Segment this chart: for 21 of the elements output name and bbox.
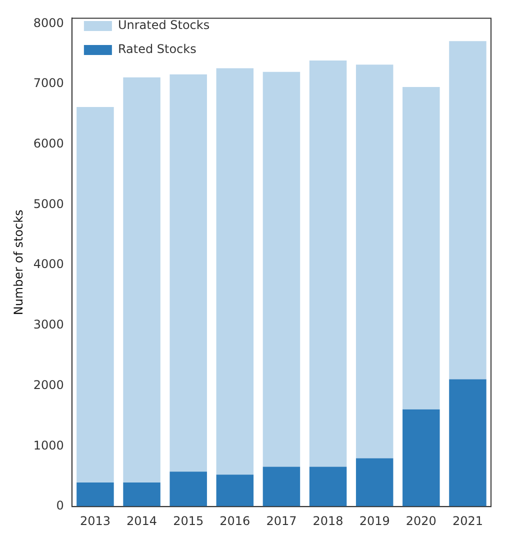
y-tick-label: 0 [56, 498, 64, 513]
y-tick-label: 6000 [33, 136, 64, 150]
x-tick-label: 2019 [359, 514, 390, 528]
legend-label: Rated Stocks [118, 42, 196, 56]
x-tick-label: 2021 [452, 514, 483, 528]
x-tick-label: 2018 [312, 514, 344, 528]
y-tick-label: 4000 [33, 257, 64, 272]
y-tick-label: 7000 [33, 76, 64, 90]
x-tick-label: 2013 [80, 514, 110, 528]
x-tick-label: 2017 [266, 514, 297, 528]
x-tick-label: 2015 [173, 514, 204, 528]
x-tick-label: 2016 [220, 514, 250, 528]
x-tick-label: 2014 [126, 514, 158, 528]
y-tick-label: 8000 [33, 16, 64, 30]
y-tick-label: 1000 [33, 438, 64, 452]
y-tick-label: 3000 [33, 318, 64, 332]
y-tick-label: 2000 [33, 378, 64, 392]
x-tick-label: 2020 [406, 514, 436, 528]
legend-label: Unrated Stocks [118, 18, 210, 32]
y-tick-label: 5000 [33, 196, 64, 211]
y-axis-title: Number of stocks [11, 210, 26, 316]
